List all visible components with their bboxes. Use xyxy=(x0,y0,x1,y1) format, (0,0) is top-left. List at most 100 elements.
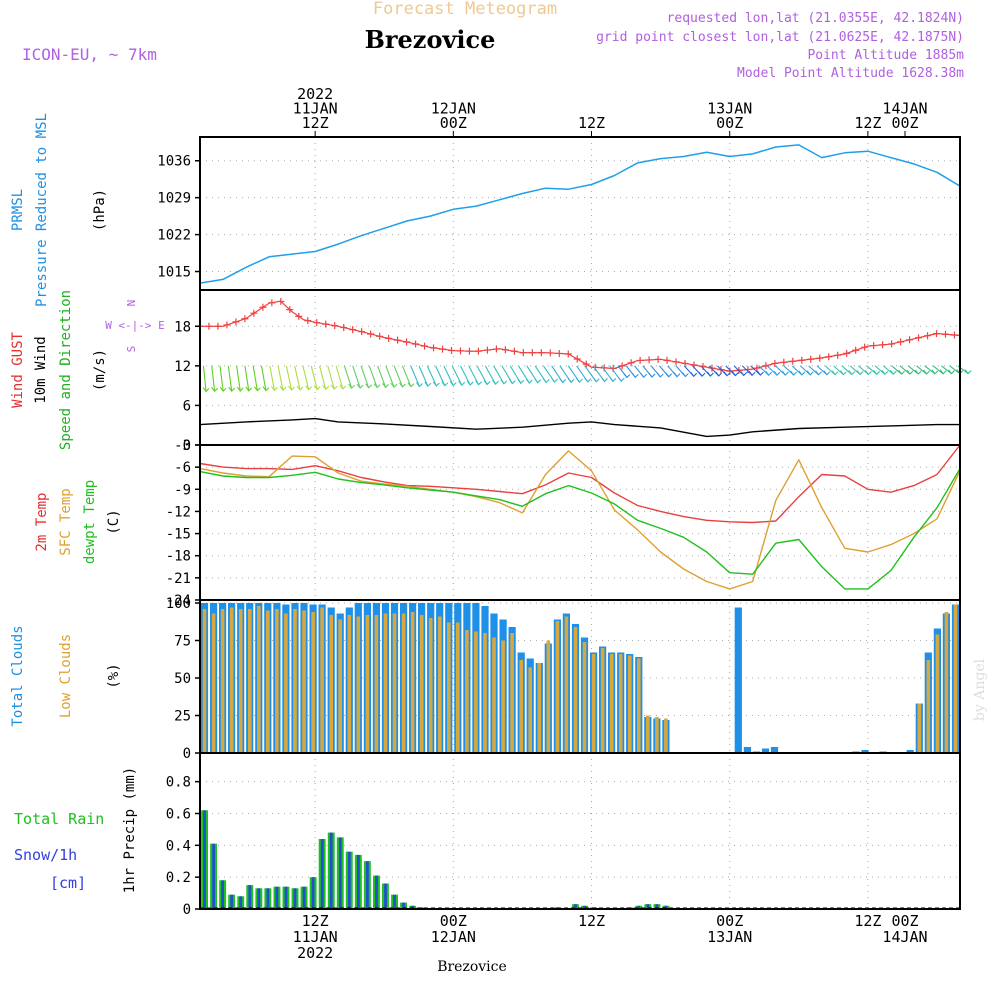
top-time-label-3-1: 00Z xyxy=(716,114,743,132)
wind-arrow-11 xyxy=(294,365,301,391)
snow-bar-7 xyxy=(266,888,270,909)
low-cloud-bar-27 xyxy=(447,622,451,753)
gust-marker-35 xyxy=(510,347,518,355)
low-cloud-bar-79 xyxy=(917,703,922,753)
wind-arrow-head-75 xyxy=(831,370,839,376)
gust-marker-12 xyxy=(304,317,312,325)
gust-marker-24 xyxy=(412,340,420,348)
low-cloud-bar-45 xyxy=(609,654,614,753)
gust-marker-15 xyxy=(331,322,339,330)
low-cloud-bar-21 xyxy=(392,613,397,753)
snow-bar-4 xyxy=(239,896,243,909)
gust-marker-31 xyxy=(474,347,482,355)
gust-marker-71 xyxy=(834,351,842,359)
wind-arrow-2 xyxy=(219,365,224,392)
low-cloud-bar-2 xyxy=(220,609,225,753)
wind-arrow-31 xyxy=(459,365,471,386)
gust-marker-65 xyxy=(780,358,788,366)
gust-marker-29 xyxy=(456,347,464,355)
gust-marker-19 xyxy=(367,330,375,338)
snow-bar-0 xyxy=(203,810,206,909)
low-cloud-bar-36 xyxy=(528,667,532,753)
gust-marker-21 xyxy=(385,334,393,342)
wind-arrow-25 xyxy=(410,365,420,387)
bottom-time-label-0-0: 12Z xyxy=(302,912,329,930)
wind-arrow-head-44 xyxy=(575,377,583,383)
snow-bar-6 xyxy=(257,888,261,909)
ytick-label-pressure-1: 1022 xyxy=(157,228,191,244)
snow-bar-21 xyxy=(393,894,396,909)
wind-arrow-head-71 xyxy=(798,370,806,376)
wind-arrow-head-83 xyxy=(898,369,906,375)
gust-marker-77 xyxy=(888,340,896,348)
gust-marker-11 xyxy=(295,312,303,320)
wind-arrow-head-10 xyxy=(288,385,295,391)
panel-label-temp-3: (C) xyxy=(106,509,122,534)
wind-arrow-head-18 xyxy=(356,383,364,389)
text-layer: 1015 1022 1029 1036 0 6 12 18 -3 -6 -9 -12 -15 -18 -21… xyxy=(10,85,928,962)
snow-bar-22 xyxy=(402,902,405,909)
wind-arrow-head-13 xyxy=(313,385,321,391)
bottom-time-label-0-1: 11JAN xyxy=(293,928,338,946)
ytick-label-clouds-3: 75 xyxy=(174,634,191,650)
low-cloud-bar-44 xyxy=(600,648,605,753)
gust-marker-69 xyxy=(816,354,824,362)
top-time-label-5-1: 00Z xyxy=(891,114,918,132)
panel-label-clouds-2: (%) xyxy=(106,663,122,688)
snow-bar-42 xyxy=(583,905,586,909)
gust-marker-17 xyxy=(349,326,357,334)
panel-label-clouds-0: Total Clouds xyxy=(10,625,26,726)
wind-arrow-19 xyxy=(360,365,370,388)
gust-marker-34 xyxy=(501,346,509,354)
gust-marker-74 xyxy=(861,343,869,351)
wind-arrow-head-45 xyxy=(584,377,592,383)
low-cloud-bar-22 xyxy=(401,613,406,753)
wind-arrow-head-78 xyxy=(856,370,864,376)
wind-arrow-head-42 xyxy=(559,378,567,384)
low-cloud-bar-39 xyxy=(555,621,560,753)
wind-arrow-head-49 xyxy=(617,376,625,383)
gust-marker-53 xyxy=(672,358,680,366)
top-time-label-0-2: 12Z xyxy=(302,114,329,132)
ytick-label-temp-2: -9 xyxy=(174,482,191,498)
wind-arrow-head-19 xyxy=(365,383,373,389)
wind-arrow-head-9 xyxy=(279,385,287,392)
wind-arrow-head-50 xyxy=(623,373,631,379)
wind-arrow-head-36 xyxy=(508,379,516,385)
wind-arrow-head-57 xyxy=(681,372,689,378)
panel-label-precip-0: Total Rain xyxy=(14,810,104,828)
panel-label-wind-2: Speed and Direction xyxy=(58,290,74,450)
low-cloud-bar-50 xyxy=(655,717,659,753)
wind-arrow-head-52 xyxy=(640,372,648,379)
gust-marker-5 xyxy=(241,315,249,323)
wind-arrow-26 xyxy=(418,365,429,387)
ytick-label-pressure-0: 1015 xyxy=(157,265,191,281)
ytick-label-precip-3: 0.6 xyxy=(166,806,191,822)
wind-arrow-head-81 xyxy=(881,369,889,376)
gust-marker-76 xyxy=(879,341,887,349)
panel-label-wind-0: Wind GUST xyxy=(10,332,26,408)
wind-arrow-head-43 xyxy=(567,377,575,384)
ytick-label-temp-4: -15 xyxy=(166,527,191,543)
wind-arrow-head-74 xyxy=(823,370,831,376)
gust-marker-27 xyxy=(439,345,447,353)
gust-marker-67 xyxy=(798,356,806,364)
low-cloud-bar-37 xyxy=(537,663,542,753)
wind-arrow-head-46 xyxy=(592,377,600,383)
gust-marker-13 xyxy=(313,319,321,327)
wind-arrow-head-34 xyxy=(492,379,499,385)
gust-marker-37 xyxy=(528,349,536,357)
ytick-label-clouds-0: 0 xyxy=(183,746,191,762)
snow-bar-5 xyxy=(248,885,252,909)
panel-label-pressure-1: Pressure Reduced to MSL xyxy=(34,113,50,307)
wind-arrow-head-29 xyxy=(449,381,457,387)
wind-arrow-head-91 xyxy=(964,369,972,375)
wind-arrow-17 xyxy=(343,365,353,389)
gust-marker-30 xyxy=(465,347,473,355)
gust-marker-25 xyxy=(421,342,429,350)
top-time-label-4-0: 12Z xyxy=(854,114,881,132)
wind-arrow-head-69 xyxy=(781,370,789,376)
wind-arrow-head-5 xyxy=(245,386,253,392)
low-cloud-bar-83 xyxy=(953,604,958,753)
gust-marker-36 xyxy=(519,349,527,357)
